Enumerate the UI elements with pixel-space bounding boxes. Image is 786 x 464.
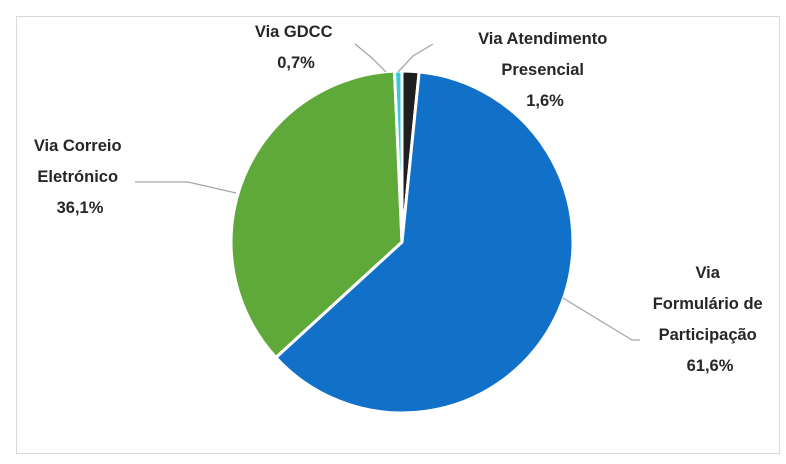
- label-correio-line-2: Eletrónico: [37, 168, 118, 186]
- leader-line-correio: [135, 181, 237, 194]
- leader-line-gdcc: [354, 43, 387, 73]
- label-formulario-line-3: Participação: [659, 326, 757, 344]
- label-formulario-line-1: Via: [695, 264, 720, 282]
- label-formulario: Via Formulário de Participação 61,6%: [653, 264, 768, 375]
- pie-slice-formulario: [274, 70, 575, 415]
- leader-lines: [135, 43, 640, 341]
- label-formulario-line-2: Formulário de: [653, 295, 763, 313]
- leader-line-formulario: [562, 297, 640, 341]
- label-correio-pct: 36,1%: [57, 199, 104, 217]
- label-presencial-pct: 1,6%: [526, 92, 564, 110]
- label-formulario-pct: 61,6%: [687, 357, 734, 375]
- label-presencial-line-2: Presencial: [501, 61, 584, 79]
- label-gdcc-pct: 0,7%: [277, 54, 315, 72]
- pie-slice-correio: [229, 69, 404, 359]
- label-gdcc-line-1: Via GDCC: [255, 23, 333, 41]
- label-correio: Via Correio Eletrónico 36,1%: [34, 137, 126, 217]
- label-correio-line-1: Via Correio: [34, 137, 122, 155]
- slice-labels: Via Atendimento Presencial 1,6% Via Form…: [34, 23, 768, 375]
- label-presencial: Via Atendimento Presencial 1,6%: [478, 30, 612, 110]
- pie-slices: [229, 69, 575, 415]
- label-presencial-line-1: Via Atendimento: [478, 30, 607, 48]
- leader-line-presencial: [397, 43, 434, 73]
- label-gdcc: Via GDCC 0,7%: [255, 23, 337, 72]
